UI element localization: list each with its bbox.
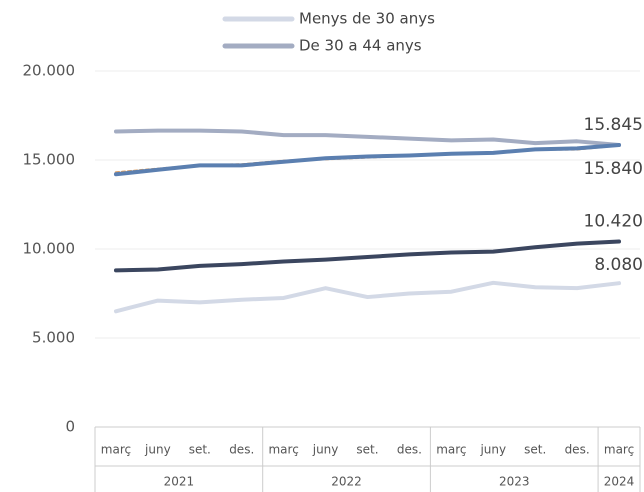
x-tick-label: des. <box>565 443 590 457</box>
line-series <box>113 128 622 147</box>
x-tick-label: març <box>604 443 634 457</box>
y-tick-label: 20.000 <box>23 62 76 80</box>
value-label: 15.840 <box>584 159 643 179</box>
x-tick-label: juny <box>479 443 506 457</box>
x-tick-label: des. <box>397 443 422 457</box>
legend-label: Menys de 30 anys <box>299 10 435 28</box>
x-tick-label: març <box>101 443 131 457</box>
y-tick-label: 10.000 <box>23 240 76 258</box>
x-tick-label: set. <box>524 443 546 457</box>
value-label: 8.080 <box>594 255 643 275</box>
legend-label: De 30 a 44 anys <box>299 37 422 55</box>
y-tick-label: 15.000 <box>23 151 76 169</box>
x-tick-label: març <box>268 443 298 457</box>
line-series <box>113 280 622 314</box>
y-tick-label: 5.000 <box>32 329 75 347</box>
value-label: 15.845 <box>584 115 643 135</box>
x-group-label: 2023 <box>499 475 530 489</box>
x-group-label: 2021 <box>164 475 195 489</box>
x-tick-label: juny <box>312 443 339 457</box>
x-group-label: 2024 <box>604 475 635 489</box>
line-series <box>113 143 622 177</box>
y-tick-label: 0 <box>65 418 75 436</box>
x-tick-label: set. <box>356 443 378 457</box>
line-series <box>113 239 622 273</box>
x-group-label: 2022 <box>331 475 362 489</box>
x-tick-label: des. <box>229 443 254 457</box>
x-tick-label: març <box>436 443 466 457</box>
value-label: 10.420 <box>584 212 643 232</box>
x-tick-label: juny <box>144 443 171 457</box>
x-tick-label: set. <box>189 443 211 457</box>
